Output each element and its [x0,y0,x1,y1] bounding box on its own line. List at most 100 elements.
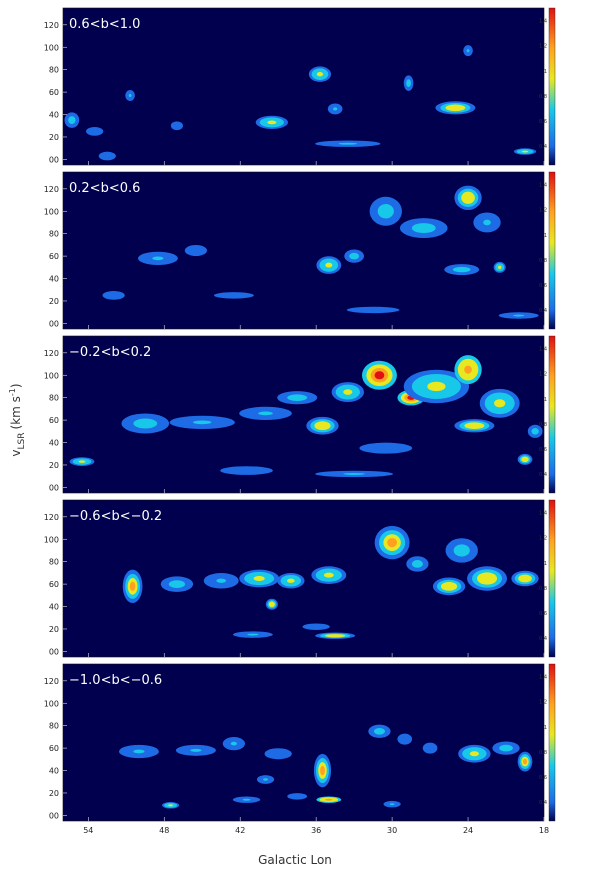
panel-1: 00 20 40 60 80 100 120 0.2<b<0.6 0.4 0.6 0.8 1 1.2 1.… [44,171,556,330]
y-tick-label: 00 [49,811,59,820]
emission-blob-8-3 [449,105,461,110]
colorbar-tick-label: 0.6 [539,775,547,781]
panel-latitude-label: −0.6<b<−0.2 [69,509,162,524]
x-axis-label: Galactic Lon [258,853,332,867]
emission-blob-3-3 [351,254,357,258]
emission-blob-13-3 [329,634,341,637]
emission-blob-0-3 [133,749,145,754]
emission-blob-15-3 [343,473,366,475]
colorbar-tick-label: 0.6 [539,119,547,125]
emission-blob-1-3 [92,130,98,133]
emission-blob-6-3 [376,729,383,734]
emission-blob-14-3 [242,798,251,801]
emission-blob-5-3 [316,72,324,77]
y-tick-label: 00 [49,155,59,164]
emission-features [64,45,537,161]
emission-blob-0-3 [152,256,164,261]
emission-blob-9-3 [444,583,454,589]
y-tick-label: 20 [49,133,59,142]
x-tick-label: 54 [83,826,93,835]
y-tick-label: 00 [49,319,59,328]
emission-blob-16-3 [294,795,300,798]
colorbar-tick-label: 1.4 [539,675,547,681]
colorbar-tick-label: 0.6 [539,611,547,617]
y-tick-label: 00 [49,483,59,492]
emission-features [118,724,533,809]
y-axis-label-sub: LSR [17,432,27,449]
emission-blob-13-3 [522,457,528,461]
x-tick-label: 30 [387,826,397,835]
panel-latitude-label: 0.6<b<1.0 [69,17,140,32]
emission-blob-1-3 [172,581,182,587]
emission-blob-5-3 [417,225,431,231]
emission-blob-0-3 [129,581,136,592]
panel-0: 00 20 40 60 80 100 120 0.6<b<1.0 0.4 0.6 0.8 1 1.2 1.… [44,7,556,166]
y-axis-label-unit: (km s [9,396,23,429]
x-tick-label: 42 [235,826,245,835]
emission-blob-9-3 [466,49,470,53]
colorbar-tick-label: 0.6 [539,283,547,289]
emission-blob-3-3 [263,778,268,781]
colorbar-tick-label: 0.8 [539,422,547,428]
y-tick-label: 80 [49,394,59,403]
emission-blob-2-3 [128,93,132,98]
y-tick-label: 80 [49,230,59,239]
emission-features [122,525,539,639]
emission-blob-6-3 [333,107,338,111]
colorbar-tick-label: 1.2 [539,372,547,378]
emission-blob-15-3 [389,803,395,806]
emission-blob-2-3 [193,420,212,425]
x-tick-label: 18 [539,826,549,835]
y-tick-label: 100 [44,371,59,380]
y-tick-label: 60 [49,580,59,589]
emission-blob-5-3 [317,423,328,429]
y-tick-label: 120 [44,513,59,522]
colorbar-tick-label: 1.4 [539,183,547,189]
emission-blob-15-3 [312,625,320,628]
emission-blob-17-3 [378,446,394,450]
colorbar-tick-label: 0.4 [539,472,547,478]
emission-blob-9-3 [469,751,479,757]
emission-blob-3-3 [258,411,273,416]
emission-blob-11-3 [481,575,493,582]
y-tick-label: 40 [49,111,59,120]
emission-blob-14-3 [247,633,259,636]
colorbar-tick-label: 0.8 [539,750,547,756]
emission-blob-12-3 [513,314,525,317]
emission-blob-12-3 [494,399,506,408]
emission-blob-4-3 [267,120,277,125]
panel-frame [62,171,545,330]
y-tick-label: 20 [49,789,59,798]
y-axis-label-main: v [9,449,23,456]
emission-blob-10-3 [457,547,467,554]
x-tick-label: 36 [311,826,321,835]
y-tick-label: 100 [44,535,59,544]
y-tick-label: 40 [49,439,59,448]
emission-features [69,355,543,478]
panel-background [63,8,544,165]
y-tick-label: 00 [49,647,59,656]
y-tick-label: 60 [49,88,59,97]
panel-frame [62,7,545,166]
emission-blob-13-3 [168,804,173,807]
panel-latitude-label: −0.2<b<0.2 [69,345,151,360]
colorbar [548,171,556,330]
y-tick-label: 60 [49,416,59,425]
y-tick-label: 120 [44,21,59,30]
colorbar-tick-label: 1 [544,561,547,567]
colorbar-tick-label: 0.4 [539,308,547,314]
y-tick-label: 20 [49,461,59,470]
y-axis-label-exp: -1 [8,388,17,396]
y-axis-label-close: ) [9,383,23,388]
colorbar-tick-label: 0.8 [539,258,547,264]
colorbar [548,663,556,822]
colorbar-tick-label: 0.8 [539,586,547,592]
y-axis-label: vLSR (km s-1) [8,383,27,456]
colorbar [548,335,556,494]
y-tick-label: 80 [49,558,59,567]
x-tick-label: 24 [463,826,473,835]
y-tick-label: 40 [49,603,59,612]
colorbar-tick-label: 1 [544,725,547,731]
